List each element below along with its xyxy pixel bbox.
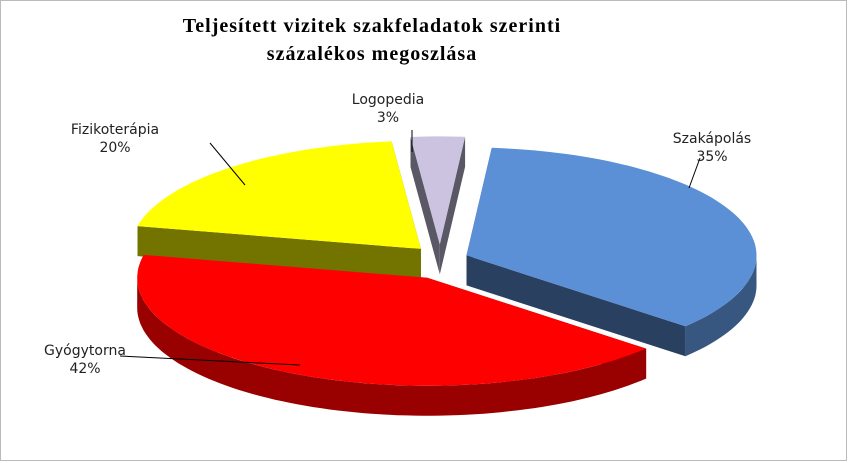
data-label-value: 3% xyxy=(377,110,399,126)
slice xyxy=(466,147,757,327)
data-label-value: 35% xyxy=(696,149,727,165)
slice-wall xyxy=(685,255,757,357)
slice xyxy=(137,254,647,386)
leader-line xyxy=(209,142,246,186)
data-label-value: 20% xyxy=(99,140,130,156)
chart-title: százalékos megoszlása xyxy=(267,43,477,65)
chart-title: Teljesített vizitek szakfeladatok szerin… xyxy=(183,15,561,37)
slice-side xyxy=(410,137,440,275)
slice-side xyxy=(439,136,466,275)
slice xyxy=(410,136,466,245)
slice xyxy=(137,141,421,249)
leader-line xyxy=(688,157,701,189)
data-label-name: Fizikoterápia xyxy=(71,122,159,138)
slice-side xyxy=(137,226,421,279)
leader-line xyxy=(119,355,301,366)
data-label-name: Szakápolás xyxy=(673,131,751,147)
data-label-name: Gyógytorna xyxy=(44,343,126,359)
slice-wall xyxy=(137,277,647,416)
slice-side xyxy=(466,255,686,357)
data-label-value: 42% xyxy=(69,361,100,377)
data-label-name: Logopedia xyxy=(352,92,424,108)
